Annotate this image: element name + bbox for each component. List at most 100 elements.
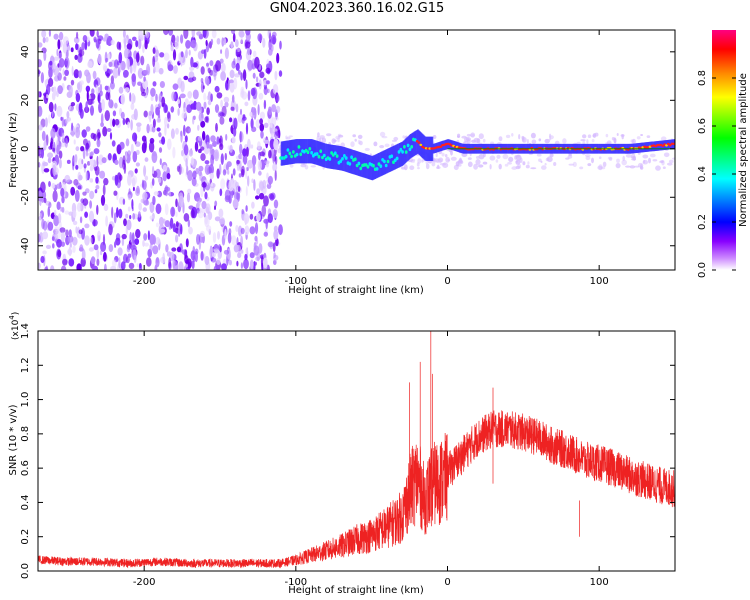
spectrogram-noise-cell [271,104,277,113]
spectrogram-noise-cell [625,154,632,158]
spectrogram-noise-cell [216,92,223,99]
spectrogram-noise-cell [352,134,357,138]
spectrogram-noise-cell [214,205,216,210]
spectrogram-noise-cell [643,159,646,164]
colorbar-ticks: 0.0 0.2 0.4 0.6 0.8 [697,70,736,278]
spectrogram-noise-cell [354,138,357,142]
spectrogram-noise-cell [379,145,385,149]
spectrogram-noise-cell [184,49,188,59]
spectrogram-noise-cell [177,108,180,116]
spectrogram-noise-cell [70,47,74,53]
spectrogram-noise-cell [272,242,276,253]
spectrogram-noise-cell [410,160,415,163]
spectrogram-noise-cell [120,111,125,119]
spectrogram-signal-cell [390,154,394,158]
spectrogram-noise-cell [247,90,251,101]
spectrogram-noise-cell [433,158,440,163]
spectrogram-noise-cell [266,80,270,85]
spectrogram-noise-cell [139,262,142,269]
x-tick-label: 100 [590,276,609,287]
spectrogram-signal-cell [390,146,393,172]
spectrogram-noise-cell [240,35,243,44]
snr-x-label: Height of straight line (km) [288,585,424,596]
spectrogram-noise-cell [201,200,207,210]
spectrogram-signal-cell [400,142,403,167]
spectrogram-noise-cell [238,173,242,178]
spectrogram-noise-cell [502,153,509,160]
spectrogram-noise-cell [141,91,147,97]
spectrogram-noise-cell [158,147,163,153]
spectrogram-noise-cell [43,140,47,151]
spectrogram-noise-cell [204,160,210,165]
spectrogram-noise-cell [148,110,152,116]
spectrogram-noise-cell [138,38,142,50]
spectrogram-noise-cell [476,138,481,144]
spectrogram-noise-cell [101,157,107,164]
spectrogram-signal-cell [353,157,357,161]
spectrogram-noise-cell [234,73,241,78]
spectrogram-noise-cell [129,215,132,220]
spectrogram-noise-cell [622,155,625,162]
spectrogram-y-label: Frequency (Hz) [8,112,19,188]
spectrogram-noise-cell [85,142,90,150]
spectrogram-noise-cell [142,180,147,191]
spectrogram-noise-cell [274,169,277,181]
spectrogram-noise-cell [545,157,550,162]
spectrogram-signal-cell [403,140,406,165]
spectrogram-signal-cell [308,147,312,151]
spectrogram-signal-cell [394,145,396,170]
spectrogram-signal-cell [319,141,322,167]
spectrogram-noise-cell [209,60,214,67]
spectrogram-noise-cell [132,132,138,142]
spectrogram-signal-cell [399,143,401,168]
spectrogram-noise-cell [136,263,139,268]
spectrogram-noise-cell [587,163,592,167]
spectrogram-signal-cell [349,149,352,174]
spectrogram-noise-cell [173,65,178,74]
spectrogram-noise-cell [105,57,109,63]
spectrogram-noise-cell [135,162,140,167]
spectrogram-noise-cell [122,155,126,166]
spectrogram-noise-cell [172,83,179,90]
spectrogram-noise-cell [228,259,232,266]
spectrogram-noise-cell [48,101,54,113]
spectrogram-signal-cell [339,146,342,171]
spectrogram-noise-cell [96,30,99,38]
spectrogram-noise-cell [192,89,199,100]
spectrogram-noise-cell [152,195,156,206]
spectrogram-noise-cell [114,118,120,126]
spectrogram-signal-cell [284,140,286,166]
spectrogram-noise-cell [45,244,52,249]
spectrogram-noise-cell [63,186,66,199]
spectrogram-noise-cell [629,165,636,169]
spectrogram-x-label: Height of straight line (km) [288,285,424,296]
spectrogram-signal-cell [665,144,668,147]
spectrogram-noise-cell [111,206,114,219]
spectrogram-noise-cell [166,251,172,257]
spectrogram-noise-cell [155,257,160,268]
spectrogram-noise-cell [247,59,254,71]
spectrogram-noise-cell [249,226,256,235]
spectrogram-signal-cell [350,155,353,159]
spectrogram-signal-cell [439,145,443,148]
spectrogram-noise-cell [337,133,342,137]
colorbar-label: Normalized spectral amplitude [738,73,749,227]
spectrogram-noise-cell [235,225,239,232]
spectrogram-noise-cell [205,39,208,47]
spectrogram-noise-cell [176,246,182,253]
spectrogram-noise-cell [268,48,273,56]
spectrogram-signal-cell [327,144,329,169]
spectrogram-noise-cell [97,230,101,242]
spectrogram-noise-cell [259,118,263,125]
spectrogram-noise-cell [580,139,586,142]
spectrogram-noise-cell [40,147,45,159]
spectrogram-noise-cell [41,30,47,38]
spectrogram-noise-cell [270,133,275,138]
spectrogram-noise-cell [119,60,122,73]
spectrogram-noise-cell [65,49,69,59]
spectrogram-noise-cell [93,218,96,227]
colorbar-tick-label: 0.0 [697,262,708,278]
spectrogram-signal-cell [375,167,379,171]
spectrogram-noise-cell [56,201,61,210]
spectrogram-noise-cell [38,262,41,269]
